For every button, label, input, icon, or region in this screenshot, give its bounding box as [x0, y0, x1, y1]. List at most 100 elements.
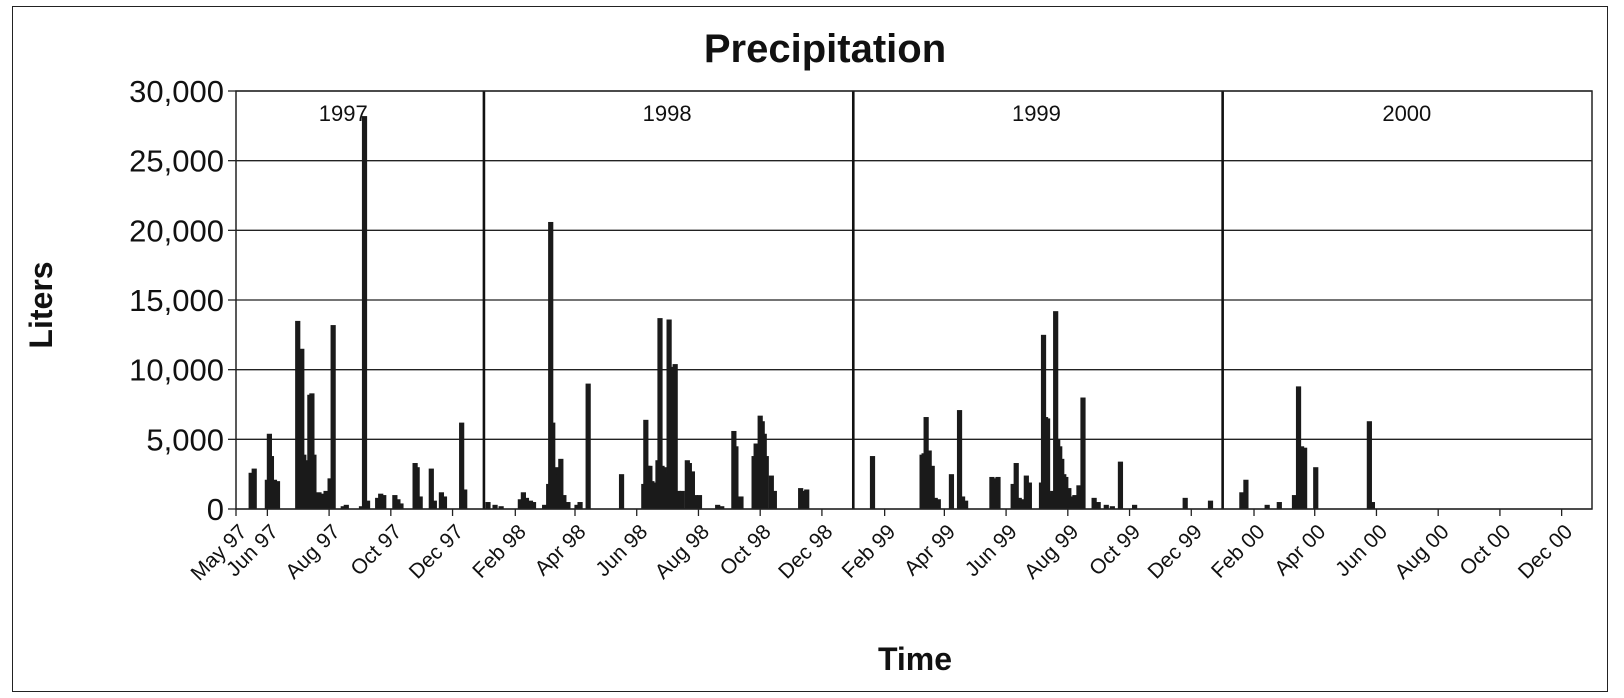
precipitation-bar — [574, 504, 580, 509]
precipitation-bar — [585, 383, 591, 509]
precipitation-bar — [550, 422, 556, 509]
grid-lines — [236, 90, 1592, 510]
precipitation-bar — [1298, 446, 1305, 509]
precipitation-bar — [672, 364, 678, 509]
precipitation-bar — [364, 500, 371, 509]
precipitation-bar — [679, 490, 685, 509]
precipitation-bar — [696, 495, 703, 509]
precipitation-bar — [661, 467, 667, 509]
precipitation-bar — [1103, 504, 1109, 509]
year-label: 2000 — [1382, 101, 1431, 126]
y-tick-label: 25,000 — [129, 144, 224, 179]
precipitation-bar — [438, 492, 445, 509]
precipitation-bar — [1026, 482, 1032, 509]
precipitation-bar — [992, 478, 998, 509]
precipitation-bar — [666, 319, 672, 509]
precipitation-bar — [1313, 467, 1319, 509]
precipitation-bar — [459, 422, 465, 509]
precipitation-bar — [358, 506, 365, 509]
precipitation-bar — [311, 454, 317, 509]
precipitation-bar — [1063, 476, 1069, 509]
precipitation-bar — [520, 492, 526, 509]
precipitation-bar — [649, 481, 655, 509]
precipitation-bar — [268, 456, 275, 509]
year-dividers — [482, 91, 1224, 509]
precipitation-bar — [492, 504, 498, 509]
precipitation-bar — [1117, 461, 1124, 509]
x-tick-label: Jun 00 — [1331, 520, 1392, 581]
precipitation-bar — [431, 500, 437, 509]
precipitation-bar — [1366, 421, 1372, 509]
precipitation-bar — [1182, 497, 1188, 509]
precipitation-bar — [715, 504, 721, 509]
precipitation-bar — [686, 463, 692, 509]
precipitation-bar — [929, 465, 935, 509]
precipitation-bar — [963, 500, 969, 509]
precipitation-bar — [1076, 485, 1082, 509]
precipitation-bar — [1010, 483, 1016, 509]
precipitation-bar — [768, 475, 774, 509]
precipitation-bar — [948, 474, 955, 509]
precipitation-bar — [763, 456, 769, 509]
precipitation-bar — [1132, 504, 1138, 509]
precipitation-bar — [251, 468, 257, 509]
precipitation-bar — [428, 468, 434, 509]
x-axis-label: Time — [878, 641, 952, 677]
precipitation-bar — [923, 417, 929, 509]
precipitation-bar — [1044, 418, 1051, 509]
precipitation-bar — [414, 467, 420, 509]
x-tick-label: Aug 99 — [1020, 520, 1083, 583]
precipitation-bar — [995, 476, 1001, 509]
precipitation-bar — [248, 472, 254, 509]
precipitation-bar — [309, 393, 315, 509]
precipitation-bar — [1369, 502, 1376, 509]
bars — [248, 116, 1376, 509]
precipitation-bar — [498, 506, 504, 509]
precipitation-bar — [798, 488, 804, 509]
precipitation-bar — [1023, 475, 1029, 509]
precipitation-bar — [959, 496, 966, 509]
precipitation-bar — [956, 410, 963, 509]
precipitation-bar — [381, 495, 387, 509]
precipitation-bar — [1013, 463, 1019, 509]
precipitation-bar — [719, 506, 725, 509]
year-label: 1997 — [319, 101, 368, 126]
precipitation-bar — [577, 502, 583, 509]
x-tick-label: Dec 97 — [405, 520, 468, 583]
precipitation-bar — [398, 503, 404, 509]
year-label: 1999 — [1012, 101, 1061, 126]
precipitation-bar — [1047, 493, 1053, 509]
precipitation-bar — [313, 493, 319, 509]
precipitation-bar — [1239, 492, 1245, 509]
chart-frame — [12, 6, 1608, 692]
precipitation-bar — [1276, 502, 1282, 509]
precipitation-bar — [689, 471, 695, 509]
precipitation-bar — [1243, 479, 1249, 509]
precipitation-bar — [316, 492, 322, 509]
precipitation-bar — [395, 499, 401, 509]
year-label: 1998 — [643, 101, 692, 126]
precipitation-bar — [343, 504, 349, 509]
precipitation-bar — [1019, 499, 1025, 509]
precipitation-bar — [733, 446, 739, 509]
precipitation-bar — [1291, 495, 1298, 509]
y-tick-label: 30,000 — [129, 74, 224, 109]
precipitation-bar — [935, 499, 941, 509]
x-tick-label: Oct 98 — [716, 520, 776, 580]
precipitation-bar — [1066, 488, 1072, 509]
precipitation-bar — [926, 450, 932, 509]
y-tick-label: 20,000 — [129, 213, 224, 248]
precipitation-bar — [989, 476, 995, 509]
y-tick-label: 5,000 — [146, 422, 224, 457]
precipitation-bar — [932, 497, 938, 509]
precipitation-bar — [1207, 500, 1214, 509]
x-tick-label: Oct 97 — [346, 520, 406, 580]
precipitation-bar — [548, 221, 554, 509]
precipitation-bar — [1072, 495, 1078, 509]
x-tick-label: Oct 00 — [1455, 520, 1515, 580]
y-axis-label: Liters — [23, 261, 59, 348]
precipitation-bar — [558, 458, 564, 509]
x-tick-label: Aug 00 — [1390, 520, 1453, 583]
precipitation-bar — [361, 116, 368, 509]
precipitation-bar — [271, 479, 278, 509]
